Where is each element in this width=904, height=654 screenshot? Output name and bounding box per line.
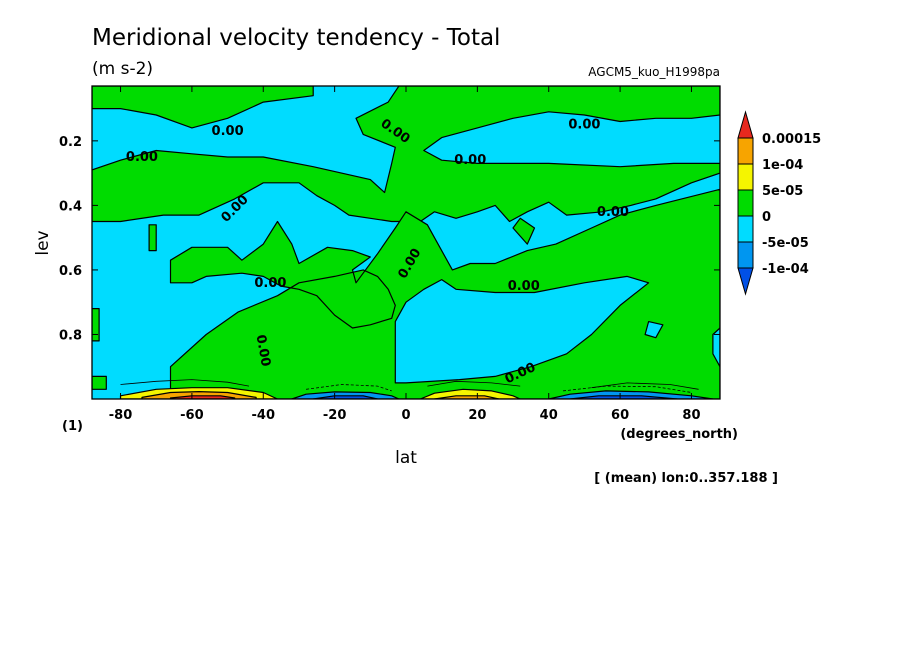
contour-region	[512, 217, 536, 245]
colorbar-swatch	[737, 241, 754, 269]
contour-region	[712, 327, 720, 368]
colorbar-swatch	[737, 110, 754, 139]
y-tick-label: 0.8	[59, 328, 82, 343]
colorbar-swatch	[737, 267, 754, 296]
y-axis-unit: (1)	[62, 419, 83, 434]
contour-label: 0.00	[568, 118, 600, 133]
chart-title: Meridional velocity tendency - Total	[92, 25, 500, 51]
x-axis-unit: (degrees_north)	[620, 427, 738, 442]
colorbar-label: 1e-04	[762, 158, 803, 173]
contour-region	[92, 308, 100, 342]
contour-label: 0.00	[597, 205, 629, 220]
y-tick-label: 0.4	[59, 199, 82, 214]
contour-region	[433, 395, 500, 399]
contour-line	[427, 380, 521, 387]
contour-region	[92, 375, 107, 390]
contour-label: 0.00	[508, 279, 540, 294]
contour-region	[569, 395, 678, 399]
y-tick-label: 0.2	[59, 135, 82, 150]
colorbar: 0.00015 1e-04 5e-05 0 -5e-05 -1e-04	[737, 110, 821, 296]
contour-label: 0.00	[212, 124, 244, 139]
x-tick-label: 0	[401, 408, 410, 423]
contour-region	[394, 275, 650, 384]
colorbar-swatch	[737, 215, 754, 243]
contour-line	[120, 379, 250, 387]
contour-region	[312, 395, 379, 399]
plot-area: 0.000.000.000.000.000.000.000.000.000.00…	[59, 85, 721, 423]
colorbar-swatch	[737, 163, 754, 191]
contour-label: 0.00	[253, 334, 273, 368]
contour-label: 0.00	[454, 153, 486, 168]
contour-region	[92, 86, 314, 129]
x-tick-label: 40	[540, 408, 558, 423]
contour-line	[562, 385, 692, 393]
chart-units: (m s-2)	[92, 59, 153, 79]
colorbar-label: 5e-05	[762, 184, 803, 199]
x-tick-label: 20	[468, 408, 486, 423]
experiment-name: AGCM5_kuo_H1998pa	[588, 65, 720, 79]
averaging-note: [ (mean) lon:0..357.188 ]	[594, 471, 778, 486]
contour-region	[419, 388, 521, 399]
y-tick-label: 0.6	[59, 264, 82, 279]
colorbar-swatch	[737, 189, 754, 217]
y-axis-label: lev	[33, 230, 53, 255]
colorbar-label: 0	[762, 210, 771, 225]
contour-region	[148, 224, 157, 252]
contour-label: 0.00	[126, 150, 158, 165]
contour-line	[591, 382, 699, 390]
contour-region	[644, 321, 664, 339]
x-axis-label: lat	[395, 448, 417, 468]
x-tick-label: -60	[180, 408, 204, 423]
x-tick-label: -80	[109, 408, 133, 423]
colorbar-swatch	[737, 137, 754, 165]
contour-label: 0.00	[254, 276, 286, 291]
x-tick-label: 80	[682, 408, 700, 423]
colorbar-label: -5e-05	[762, 236, 809, 251]
contour-region	[92, 86, 720, 223]
x-tick-label: 60	[611, 408, 629, 423]
colorbar-label: 0.00015	[762, 132, 821, 147]
colorbar-label: -1e-04	[762, 262, 809, 277]
x-tick-label: -40	[252, 408, 276, 423]
x-tick-label: -20	[323, 408, 347, 423]
